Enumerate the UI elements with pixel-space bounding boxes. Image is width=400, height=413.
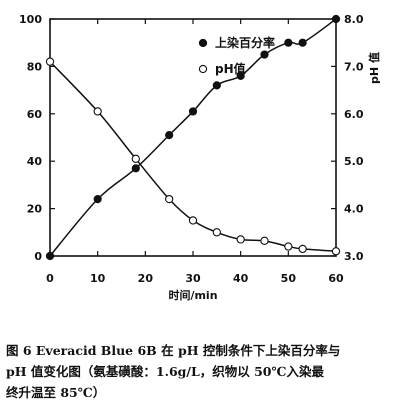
dye-uptake-point: [331, 14, 341, 24]
dye-uptake-point: [284, 38, 293, 47]
dye-uptake-point: [165, 131, 174, 140]
y-right-axis-title: pH 值: [367, 52, 381, 84]
x-tick-label: 0: [46, 272, 54, 285]
dye-uptake-point: [212, 81, 221, 90]
ph-point: [165, 194, 174, 204]
dye-uptake-point: [45, 251, 55, 261]
legend-marker-open: [198, 64, 208, 74]
dye-uptake-point: [188, 107, 198, 116]
x-axis-title: 时间/min: [168, 288, 217, 302]
y-right-tick-label: 8.0: [344, 13, 364, 26]
chart: 0 10 20 30 40 50 60 0 20 40 60 80 100 3.0 4.0 5.0 6.0 7.0…: [19, 13, 381, 302]
ph-point: [188, 216, 198, 225]
chart-ticks: 0 10 20 30 40 50 60 0 20 40 60 80 100 3.0 4.0 5.0 6.0 7.0…: [19, 13, 364, 285]
dye-uptake-point: [93, 195, 102, 204]
ph-point: [93, 107, 102, 116]
chart-points: [45, 14, 341, 261]
x-tick-label: 40: [233, 272, 249, 285]
y-left-tick-label: 0: [34, 250, 42, 263]
ph-point: [260, 236, 269, 245]
ph-point: [212, 228, 221, 237]
dye-uptake-point: [260, 50, 269, 59]
ph-point: [236, 235, 245, 244]
y-right-tick-label: 7.0: [344, 60, 364, 73]
y-left-tick-label: 60: [27, 108, 43, 121]
legend-marker-filled: [198, 38, 208, 48]
y-left-tick-label: 100: [19, 13, 42, 26]
figure-caption: 图 6 Everacid Blue 6B 在 pH 控制条件下上染百分率与 pH…: [6, 340, 398, 403]
x-tick-label: 60: [328, 272, 344, 285]
y-right-tick-label: 4.0: [344, 203, 364, 216]
dye-uptake-point: [131, 164, 140, 173]
dye-uptake-point: [298, 38, 307, 47]
y-left-tick-label: 40: [27, 155, 43, 168]
y-right-tick-label: 5.0: [344, 155, 364, 168]
chart-legend: 上染百分率 pH值: [198, 35, 275, 76]
ph-point: [131, 154, 140, 163]
y-left-tick-label: 20: [27, 203, 43, 216]
legend-label: 上染百分率: [215, 35, 275, 50]
ph-point: [284, 242, 293, 251]
x-tick-label: 20: [138, 272, 154, 285]
ph-point: [331, 247, 341, 256]
y-right-tick-label: 6.0: [344, 108, 364, 121]
y-left-tick-label: 80: [27, 60, 43, 73]
x-tick-label: 50: [281, 272, 297, 285]
caption-line: 图 6 Everacid Blue 6B 在 pH 控制条件下上染百分率与: [6, 343, 341, 358]
ph-point: [298, 244, 307, 254]
x-tick-label: 30: [185, 272, 201, 285]
y-right-tick-label: 3.0: [344, 250, 364, 263]
legend-label: pH值: [215, 61, 246, 76]
dye-uptake-point: [236, 71, 245, 80]
caption-line: pH 值变化图（氨基磺酸：1.6g/L，织物以 50℃入染最: [6, 364, 324, 379]
caption-line: 终升温至 85℃）: [6, 385, 106, 400]
ph-point: [45, 57, 55, 66]
x-tick-label: 10: [90, 272, 106, 285]
